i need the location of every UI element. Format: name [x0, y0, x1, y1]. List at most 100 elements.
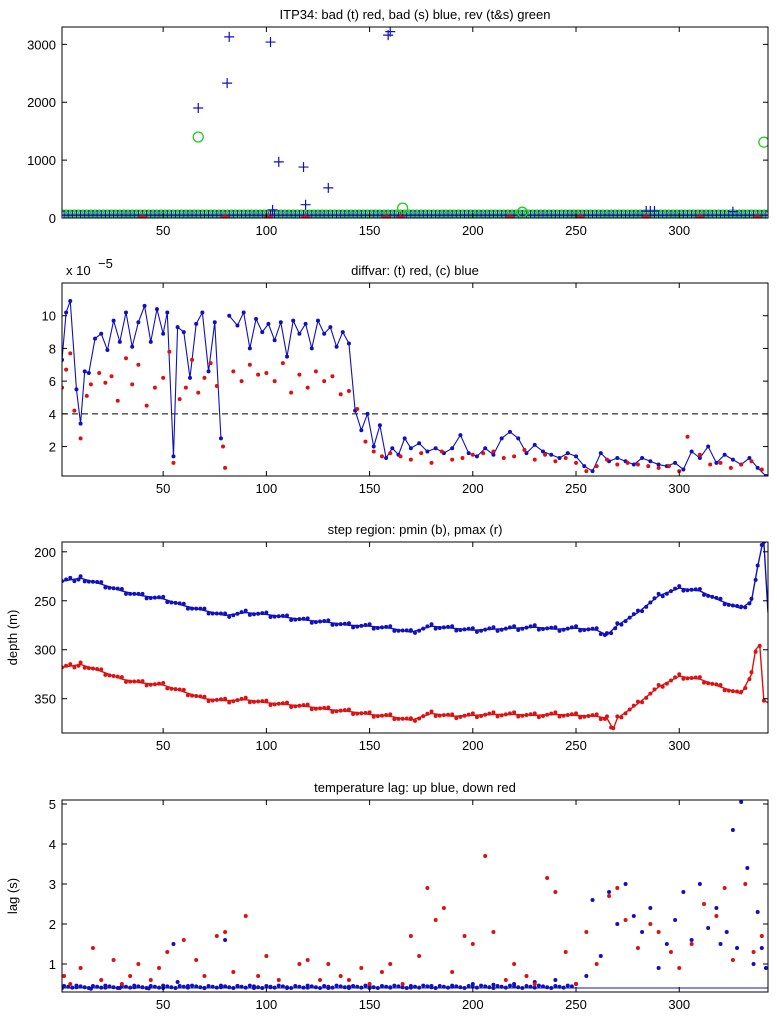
point-pmax: [578, 715, 583, 720]
point-up: [673, 918, 678, 922]
point-up: [590, 898, 595, 902]
point-pmin: [598, 632, 603, 637]
point-down: [759, 934, 764, 938]
point-down: [264, 954, 269, 958]
point-pmax: [181, 687, 186, 692]
point-pmax: [702, 680, 707, 685]
point-pmin: [305, 616, 310, 621]
point-up-baseline: [313, 985, 318, 990]
point-pmax: [136, 679, 141, 684]
point-up: [326, 986, 331, 990]
point-pmin: [503, 626, 508, 631]
y-tick-label: 300: [34, 643, 56, 658]
point-pmin: [433, 626, 438, 631]
point-up-baseline: [165, 984, 170, 989]
point-t: [522, 447, 527, 452]
point-pmax: [499, 713, 504, 718]
point-t: [136, 362, 141, 367]
y-tick-label: 350: [34, 692, 56, 707]
point-down: [157, 966, 162, 970]
point-pmax: [516, 714, 521, 719]
point-pmin: [574, 624, 579, 629]
point-pmax: [144, 683, 149, 688]
marker-bad--s-: [385, 27, 396, 37]
point-pmin: [594, 626, 599, 631]
point-pmax: [761, 698, 766, 703]
point-pmin: [351, 625, 356, 630]
marker-bad--t-: [504, 211, 515, 218]
point-down: [359, 966, 364, 970]
series-line-pmin: [62, 542, 768, 636]
point-pmin: [243, 608, 248, 613]
point-up: [185, 984, 190, 988]
point-up: [268, 985, 273, 990]
point-c: [78, 421, 83, 426]
point-pmin: [615, 621, 620, 626]
point-pmin: [264, 610, 269, 615]
point-up-baseline: [491, 986, 496, 990]
point-up-baseline: [561, 985, 566, 990]
marker-bad--s-: [267, 204, 278, 215]
point-pmax: [194, 693, 199, 698]
exponent-label: x 10: [66, 263, 91, 278]
point-up-baseline: [247, 983, 252, 988]
axes-frame: [61, 26, 769, 219]
point-t: [398, 454, 403, 459]
point-down: [503, 978, 508, 982]
exponent-value: −5: [98, 256, 113, 271]
point-pmax: [301, 703, 306, 708]
point-pmax: [631, 703, 636, 708]
point-down: [524, 974, 529, 978]
point-pmin: [235, 611, 240, 616]
point-up: [706, 926, 711, 930]
point-up: [615, 922, 620, 926]
point-pmax: [342, 708, 347, 713]
plot-area: [62, 542, 768, 731]
point-up-baseline: [359, 985, 364, 990]
point-pmin: [239, 610, 244, 615]
point-pmax: [123, 679, 128, 684]
point-up-baseline: [462, 986, 467, 990]
point-up-baseline: [111, 985, 116, 990]
point-down: [346, 978, 351, 982]
point-pmin: [132, 591, 137, 596]
point-pmax: [433, 713, 438, 718]
point-pmax: [441, 713, 446, 718]
point-pmax: [706, 681, 711, 686]
point-up: [763, 966, 768, 970]
x-tick-label: 100: [256, 481, 278, 496]
x-tick-label: 50: [156, 481, 170, 496]
point-t: [759, 467, 764, 472]
point-t: [183, 385, 188, 390]
point-c: [340, 330, 345, 335]
point-down: [668, 950, 673, 954]
point-pmin: [111, 586, 116, 591]
point-pmin: [528, 624, 533, 629]
point-c: [565, 451, 570, 456]
point-c: [175, 325, 180, 330]
point-up-baseline: [363, 983, 368, 988]
point-pmax: [359, 711, 364, 716]
point-pmax: [479, 713, 484, 718]
point-t: [355, 406, 360, 411]
point-pmax: [512, 710, 517, 715]
point-pmax: [549, 711, 554, 716]
point-pmax: [565, 712, 570, 717]
point-c: [540, 449, 545, 454]
point-down: [148, 978, 153, 982]
point-pmin: [78, 574, 83, 579]
point-down: [574, 982, 579, 986]
marker-bad--t-: [381, 211, 392, 218]
point-pmax: [210, 698, 215, 703]
point-down: [433, 918, 438, 922]
point-pmax: [247, 700, 252, 705]
point-t: [388, 451, 393, 456]
point-up-baseline: [425, 984, 430, 989]
x-tick-label: 150: [359, 223, 381, 238]
point-up-baseline: [272, 985, 277, 990]
point-c: [322, 331, 327, 336]
point-up: [74, 985, 79, 990]
plot-area: [62, 298, 768, 476]
point-c: [142, 303, 147, 308]
point-c: [384, 456, 389, 461]
